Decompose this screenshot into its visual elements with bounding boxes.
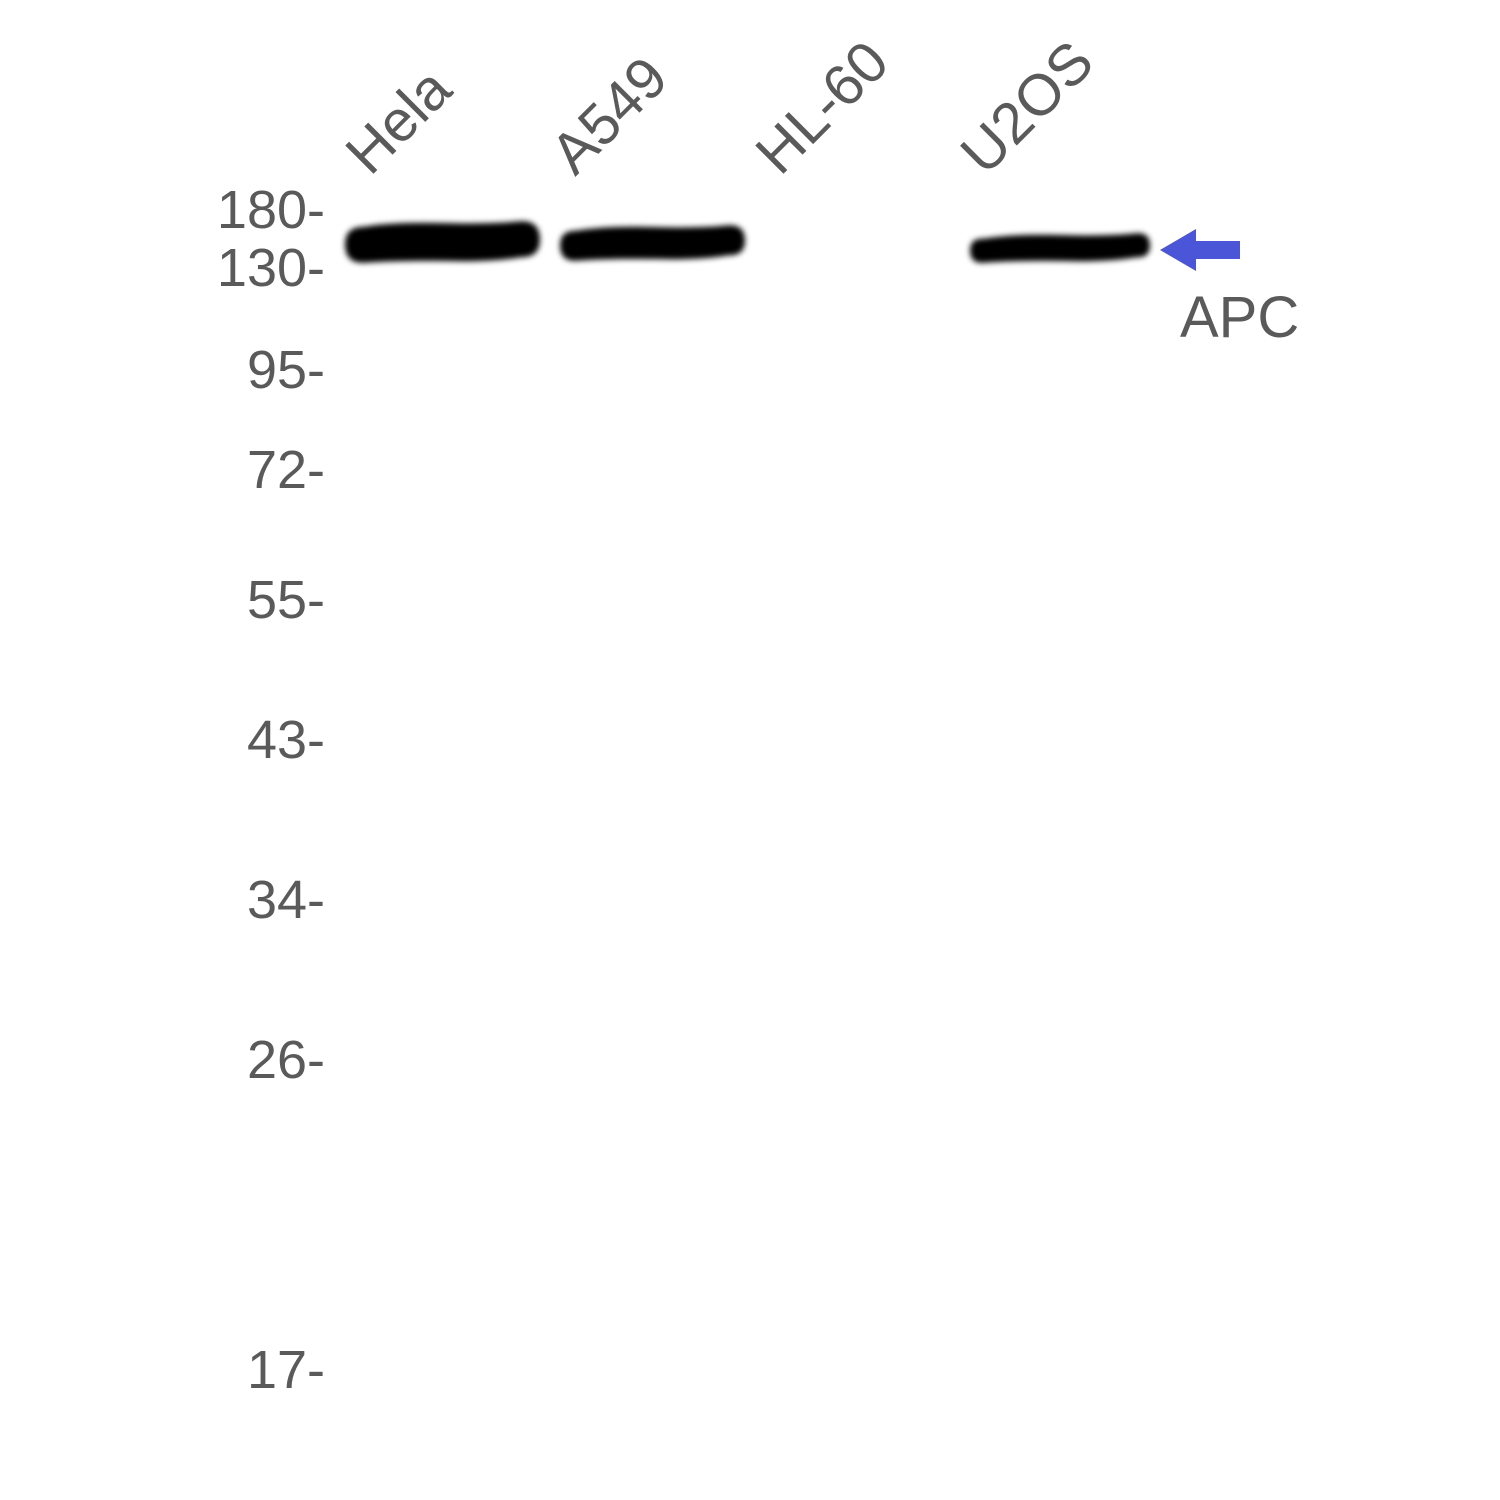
lane-label-text: HL-60 [743,29,901,187]
lane-label-text: U2OS [948,29,1106,187]
target-protein-label: APC [1180,284,1299,351]
mw-marker-72: 72- [247,439,325,501]
lane-label-text: Hela [333,56,463,186]
western-blot-figure: { "figure": { "type": "western-blot", "c… [0,0,1500,1500]
mw-marker-130: 130- [217,237,325,299]
lane-label-hela: Hela [333,55,465,187]
mw-marker-text: 95- [247,340,325,400]
mw-marker-text: 26- [247,1030,325,1090]
lane-label-hl60: HL-60 [743,28,902,187]
target-protein-text: APC [1180,285,1299,350]
mw-marker-text: 34- [247,870,325,930]
mw-marker-17: 17- [247,1339,325,1401]
mw-marker-55: 55- [247,569,325,631]
mw-marker-95: 95- [247,339,325,401]
mw-marker-43: 43- [247,709,325,771]
mw-marker-text: 55- [247,570,325,630]
mw-marker-34: 34- [247,869,325,931]
mw-marker-text: 72- [247,440,325,500]
lane-label-a549: A549 [538,44,681,187]
mw-marker-text: 180- [217,180,325,240]
lane-label-u2os: U2OS [948,28,1107,187]
mw-marker-text: 130- [217,238,325,298]
mw-marker-26: 26- [247,1029,325,1091]
lane-label-text: A549 [538,45,680,187]
mw-marker-text: 17- [247,1340,325,1400]
mw-marker-180: 180- [217,179,325,241]
mw-marker-text: 43- [247,710,325,770]
